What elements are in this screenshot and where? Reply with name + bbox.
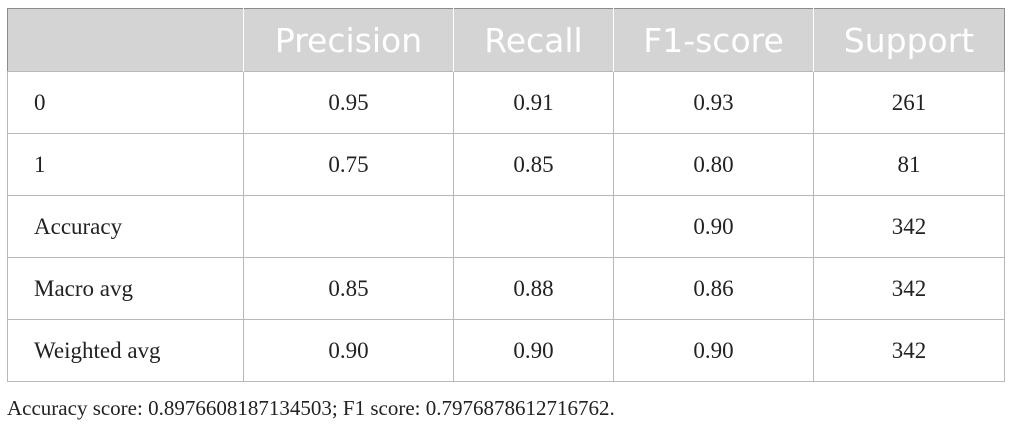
table-cell: 342 [813, 319, 1005, 382]
footnote: Accuracy score: 0.8976608187134503; F1 s… [7, 396, 615, 420]
row-label: 1 [7, 133, 244, 196]
table-cell: 0.86 [613, 257, 814, 320]
table-cell: 0.85 [453, 133, 614, 196]
table-cell: 0.95 [243, 71, 454, 134]
table-cell [453, 195, 614, 258]
table-cell: 0.85 [243, 257, 454, 320]
header-cell: Support [813, 8, 1005, 72]
table-cell: 0.75 [243, 133, 454, 196]
header-cell: Recall [453, 8, 614, 72]
table-row: Macro avg 0.85 0.88 0.86 342 [7, 257, 1005, 320]
table-row: 1 0.75 0.85 0.80 81 [7, 133, 1005, 196]
metrics-table: Precision Recall F1-score Support 0 0.95 0.91… [7, 8, 1005, 382]
table-cell: 0.90 [453, 319, 614, 382]
header-cell [7, 8, 244, 72]
table-cell: 0.90 [243, 319, 454, 382]
table-cell: 342 [813, 257, 1005, 320]
header-cell: Precision [243, 8, 454, 72]
row-label: Macro avg [7, 257, 244, 320]
table-cell [243, 195, 454, 258]
table-cell: 0.90 [613, 195, 814, 258]
table-cell: 0.88 [453, 257, 614, 320]
table-cell: 261 [813, 71, 1005, 134]
header-row: Precision Recall F1-score Support [7, 8, 1005, 72]
table-body: 0 0.95 0.91 0.93 261 1 0.75 0.85 0.80 81 Accuracy 0… [7, 71, 1005, 382]
row-label: 0 [7, 71, 244, 134]
table-row: Accuracy 0.90 342 [7, 195, 1005, 258]
table-cell: 0.80 [613, 133, 814, 196]
table-row: Weighted avg 0.90 0.90 0.90 342 [7, 319, 1005, 382]
table-cell: 0.90 [613, 319, 814, 382]
row-label: Accuracy [7, 195, 244, 258]
table-cell: 0.91 [453, 71, 614, 134]
table-cell: 0.93 [613, 71, 814, 134]
table-cell: 81 [813, 133, 1005, 196]
row-label: Weighted avg [7, 319, 244, 382]
table-row: 0 0.95 0.91 0.93 261 [7, 71, 1005, 134]
header-cell: F1-score [613, 8, 814, 72]
table-cell: 342 [813, 195, 1005, 258]
